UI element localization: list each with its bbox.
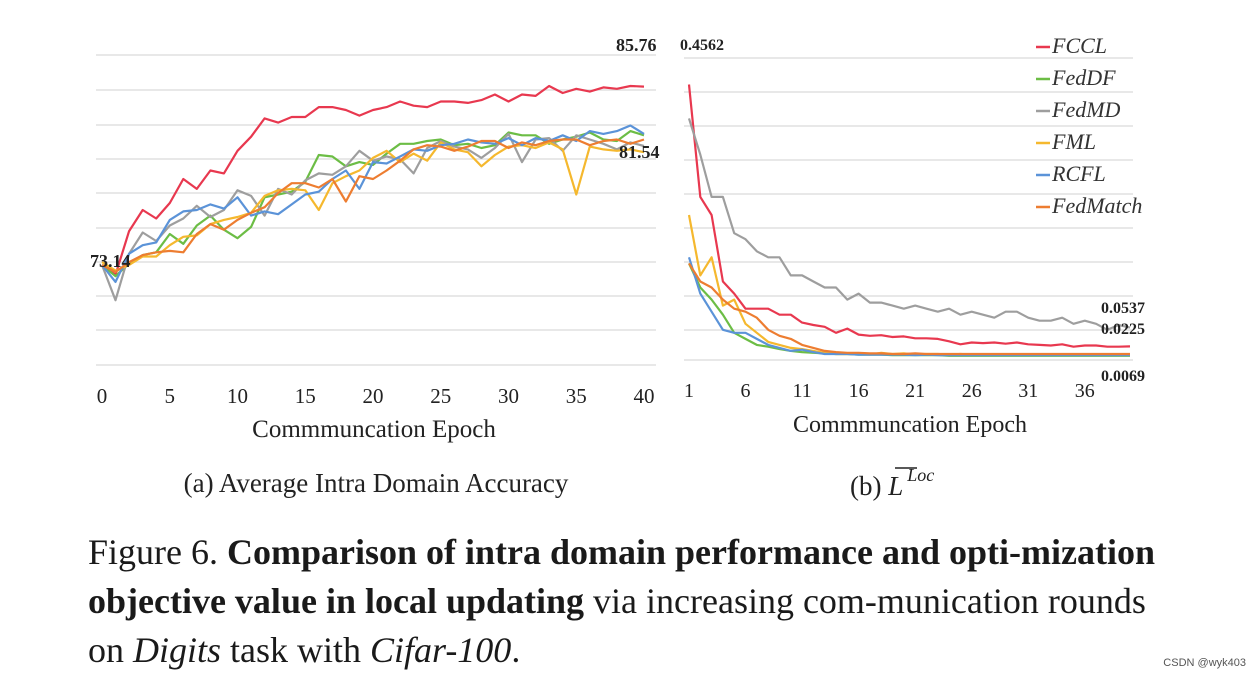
x-tick-label-a: 0 [97, 384, 108, 408]
legend-label-rcfl: RCFL [1051, 161, 1106, 186]
x-tick-label-b: 31 [1018, 380, 1038, 402]
x-tick-label-a: 30 [498, 384, 519, 408]
series-line-rcfl [101, 124, 645, 283]
x-tick-label-a: 10 [227, 384, 248, 408]
legend-label-feddf: FedDF [1051, 65, 1116, 90]
x-tick-label-b: 6 [741, 380, 751, 402]
annotation-end-mid-b: 0.0225 [1101, 321, 1145, 338]
annotation-end-low-b: 0.0069 [1101, 368, 1145, 385]
legend-label-fml: FML [1051, 129, 1096, 154]
chart-b-caption: (b) L Loc [850, 465, 934, 501]
series-line-b-fedmd [687, 118, 1131, 331]
x-axis-title-b: Commmuncation Epoch [793, 412, 1027, 438]
x-tick-label-b: 36 [1075, 380, 1095, 402]
x-tick-label-a: 15 [295, 384, 316, 408]
x-tick-label-a: 35 [566, 384, 587, 408]
x-tick-label-a: 5 [165, 384, 176, 408]
chart-a-caption: (a) Average Intra Domain Accuracy [184, 468, 569, 498]
annotation-top-a: 85.76 [616, 35, 657, 55]
x-tick-label-b: 21 [905, 380, 925, 402]
annotation-end-a: 81.54 [619, 142, 660, 162]
x-axis-title-a: Commmuncation Epoch [252, 416, 496, 443]
series-line-b-rcfl [687, 256, 1130, 357]
legend-label-fedmatch: FedMatch [1051, 193, 1142, 218]
series-line-fccl [101, 84, 645, 276]
annotation-end-high-b: 0.0537 [1101, 300, 1145, 317]
caption-mid2: task with [230, 630, 362, 670]
caption-mid: via increasing com-munication rounds on [88, 581, 1146, 670]
caption-label: Figure 6. [88, 532, 218, 572]
annotation-start-b: 0.4562 [680, 37, 724, 54]
caption-italic-cifar: Cifar-100 [370, 630, 512, 670]
chart-a-accuracy: 0 5 10 15 20 25 30 35 40 Commmuncation Epoch (a) A… [90, 35, 660, 498]
annotation-start-a: 73.14 [90, 251, 131, 271]
x-tick-label-a: 40 [634, 384, 655, 408]
chart-b-caption-superscript: Loc [906, 465, 934, 485]
series-line-fml [101, 141, 645, 272]
legend: FCCL FedDF FedMD FML RCFL FedMatch [1036, 33, 1142, 218]
caption-end: . [511, 630, 521, 670]
x-tick-label-b: 1 [684, 380, 694, 402]
watermark: CSDN @wyk403 [1163, 657, 1246, 669]
caption-italic-digits: Digits [133, 630, 222, 670]
series-line-fedmatch [101, 138, 645, 274]
chart-b-caption-prefix: (b) [850, 471, 888, 501]
series-line-b-fedmatch [688, 262, 1130, 356]
series-line-b-fml [687, 214, 1130, 356]
x-tick-label-a: 25 [430, 384, 451, 408]
legend-label-fccl: FCCL [1051, 33, 1107, 58]
x-tick-label-a: 20 [363, 384, 384, 408]
figure-caption: Figure 6. Comparison of intra domain per… [88, 528, 1168, 675]
x-tick-label-b: 16 [849, 380, 869, 402]
caption-bold: Comparison of intra domain performance a… [88, 532, 1155, 621]
x-tick-label-b: 26 [962, 380, 982, 402]
series-line-b-fccl [687, 84, 1131, 348]
x-tick-label-b: 11 [792, 380, 811, 402]
chart-b-caption-symbol: L [887, 471, 903, 501]
legend-label-fedmd: FedMD [1051, 97, 1121, 122]
